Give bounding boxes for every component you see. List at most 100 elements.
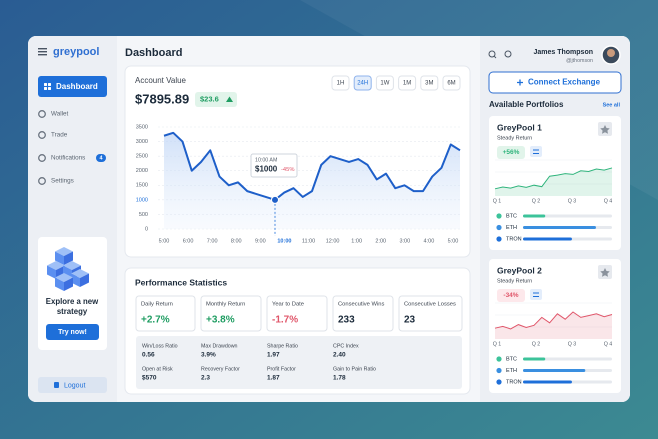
range-button[interactable] <box>375 75 394 91</box>
logout-button[interactable] <box>38 377 107 393</box>
stat-box <box>398 295 463 332</box>
promo-button[interactable] <box>46 324 99 340</box>
y-tick-label: 1000 <box>136 197 148 203</box>
swap-icon <box>530 146 542 157</box>
metric-value: 2.3 <box>201 375 210 382</box>
mini-line <box>494 167 613 190</box>
account-value: $7895.89 <box>135 91 189 106</box>
metric-label: Win/Loss Ratio <box>142 343 178 349</box>
change-pill <box>497 289 525 302</box>
portfolio-change: +56% <box>503 149 520 156</box>
range-label: 1H <box>337 81 345 87</box>
metric-value: 2.40 <box>333 352 346 359</box>
highlight-point <box>271 195 279 204</box>
plus-icon <box>517 79 523 86</box>
asset-bar <box>523 226 596 229</box>
user-name: James Thompson <box>533 49 593 56</box>
stat-label: Consecutive Wins <box>338 302 384 308</box>
nav-icon <box>38 131 46 139</box>
star-icon <box>600 268 610 277</box>
portfolio-change: -34% <box>503 292 518 299</box>
metric-label: Open at Risk <box>142 366 173 372</box>
quarter-label: Q 1 <box>493 341 502 347</box>
metrics-box <box>136 336 462 389</box>
quarter-label: Q 2 <box>532 198 541 204</box>
range-label: 6M <box>447 81 455 87</box>
nav-icon <box>44 83 47 86</box>
promo-title: strategy <box>57 307 88 316</box>
logout-icon <box>54 382 59 388</box>
metric-value: 3.9% <box>201 352 216 359</box>
stat-value: -1.7% <box>272 315 298 326</box>
change-text: $23.6 <box>200 94 219 103</box>
nav-badge-text: 4 <box>99 155 103 161</box>
x-tick-label: 6:00 <box>183 238 194 244</box>
y-tick-label: 2000 <box>136 168 148 174</box>
nav-badge <box>96 154 106 162</box>
logo: greypool <box>53 46 99 58</box>
asset-icon <box>496 367 502 374</box>
x-tick-label: 12:00 <box>326 238 340 244</box>
nav-label[interactable]: Trade <box>51 132 68 139</box>
nav-icon <box>38 154 46 162</box>
theme-icon[interactable] <box>504 50 512 58</box>
asset-bar <box>523 369 586 372</box>
range-label: 1W <box>380 81 389 87</box>
stat-value: +2.7% <box>141 315 170 326</box>
asset-bar <box>523 214 546 218</box>
x-tick-label: 4:00 <box>424 238 435 244</box>
tooltip-value: $1000 <box>255 165 278 174</box>
change-arrow <box>226 96 233 102</box>
range-button[interactable] <box>398 75 417 91</box>
metric-label: Sharpe Ratio <box>267 343 298 349</box>
metric-label: Gain to Pain Ratio <box>333 366 376 372</box>
metric-value: 0.56 <box>142 352 155 359</box>
nav-active[interactable] <box>38 76 107 97</box>
cube-right <box>80 273 89 287</box>
range-button[interactable] <box>353 75 372 91</box>
nav-icon <box>48 83 51 86</box>
x-tick-label: 3:00 <box>399 238 410 244</box>
x-tick-label: 2:00 <box>375 238 386 244</box>
asset-track <box>523 357 612 361</box>
range-button[interactable] <box>420 75 439 91</box>
stat-box <box>135 295 196 332</box>
content: greypool Dashboard Wallet Trade Notification… <box>38 45 622 395</box>
range-label: 1M <box>403 81 411 87</box>
nav-label[interactable]: Wallet <box>51 111 69 118</box>
chart-line <box>163 131 461 201</box>
stat-box <box>266 295 328 332</box>
see-all[interactable]: See all <box>603 102 621 108</box>
x-tick-label: 9:00 <box>255 238 266 244</box>
metric-value: 1.78 <box>333 375 346 382</box>
connect-text: Connect Exchange <box>528 78 601 87</box>
asset-name: TRON <box>506 236 522 242</box>
mini-area <box>495 312 612 339</box>
stat-label: Daily Return <box>141 302 173 308</box>
range-button[interactable] <box>442 75 461 91</box>
search-handle <box>493 55 497 59</box>
star-icon <box>600 125 610 134</box>
user-handle: @jthomson <box>566 58 593 64</box>
quarter-label: Q 4 <box>604 341 613 347</box>
x-tick-label: 11:00 <box>302 238 315 244</box>
swap-arrows <box>533 292 539 297</box>
range-button[interactable] <box>331 75 350 91</box>
promo-button-text: Try now! <box>58 329 87 336</box>
asset-name: ETH <box>506 368 517 374</box>
nav-label[interactable]: Settings <box>51 178 74 185</box>
metric-label: CPC Index <box>333 343 359 349</box>
y-tick-label: 0 <box>145 226 148 232</box>
nav-icon <box>44 87 47 90</box>
asset-bar <box>523 237 572 241</box>
asset-name: BTC <box>506 356 517 362</box>
y-tick-label: 2500 <box>136 154 148 160</box>
x-tick-label: 5:00 <box>448 238 459 244</box>
nav-label[interactable]: Notifications <box>51 155 85 162</box>
x-tick-label: 7:00 <box>207 238 218 244</box>
menu-icon-bar <box>38 48 47 50</box>
search-icon <box>488 50 496 58</box>
connect-button[interactable] <box>488 71 622 94</box>
tooltip-time: 10:00 AM <box>255 157 277 163</box>
